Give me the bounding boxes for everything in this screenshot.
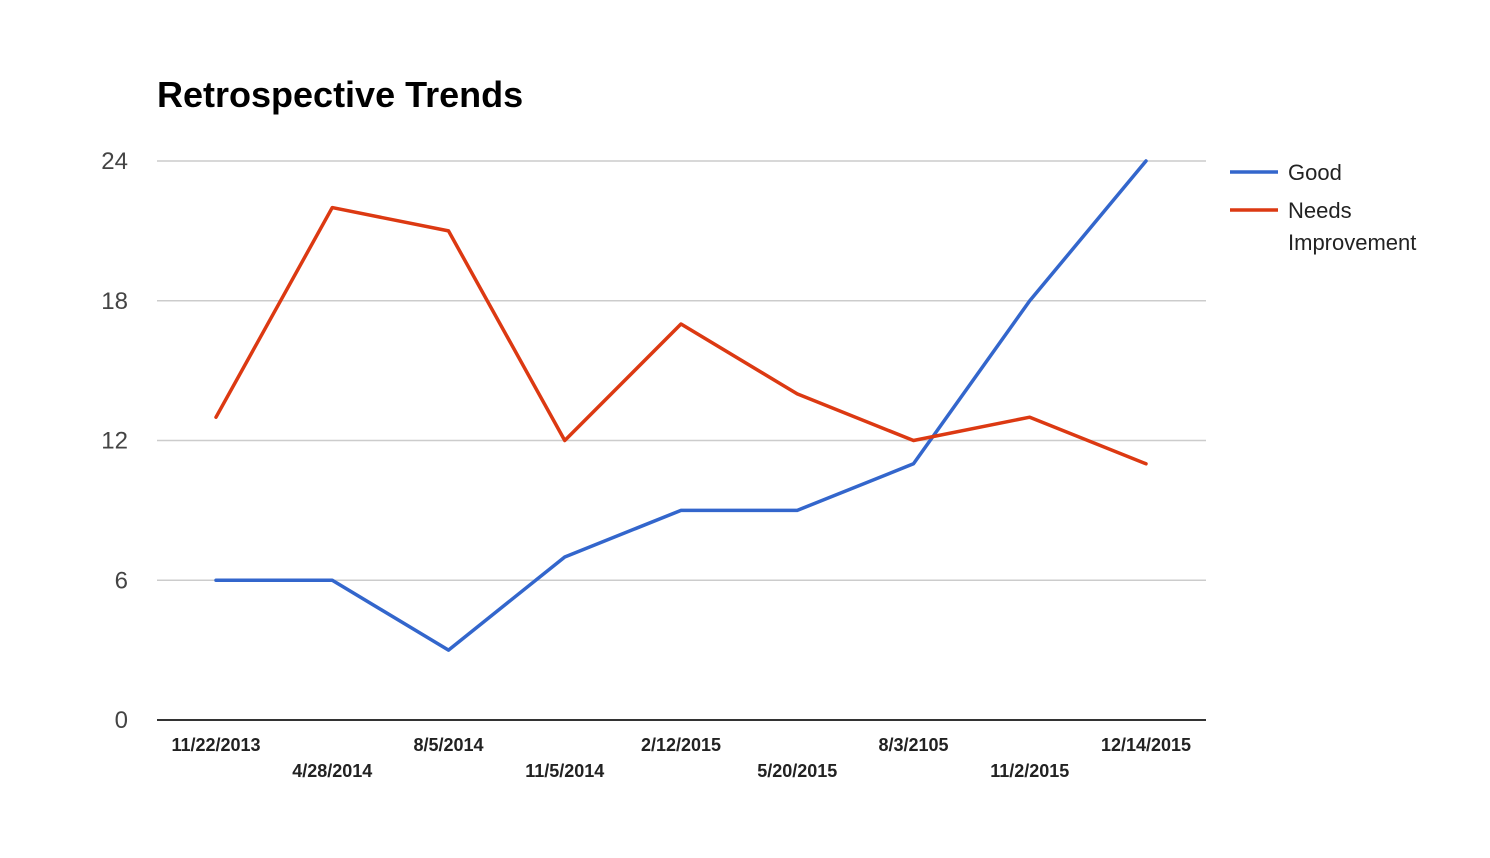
y-tick-label: 24 bbox=[101, 148, 128, 175]
legend-label: Good bbox=[1288, 160, 1342, 185]
series-lines bbox=[214, 159, 1148, 652]
x-tick-label: 2/12/2015 bbox=[641, 735, 721, 755]
x-tick-label: 11/5/2014 bbox=[525, 761, 604, 781]
gridlines bbox=[157, 160, 1206, 721]
x-axis-ticks: 11/22/2013 4/28/2014 8/5/2014 11/5/2014 2/12… bbox=[171, 735, 1191, 781]
legend: Good Needs Improvement bbox=[1230, 160, 1416, 255]
chart-title: Retrospective Trends bbox=[157, 74, 523, 115]
x-tick-label: 12/14/2015 bbox=[1101, 735, 1191, 755]
y-tick-label: 0 bbox=[115, 707, 128, 734]
y-tick-label: 12 bbox=[101, 428, 128, 455]
x-tick-label: 11/22/2013 bbox=[171, 735, 260, 755]
legend-label: Needs Improvement bbox=[1288, 198, 1416, 255]
x-tick-label: 4/28/2014 bbox=[292, 761, 372, 781]
series-line-good bbox=[214, 159, 1148, 652]
x-tick-label: 11/2/2015 bbox=[990, 761, 1069, 781]
x-tick-label: 8/3/2105 bbox=[878, 735, 948, 755]
y-tick-label: 6 bbox=[115, 567, 128, 594]
x-tick-label: 8/5/2014 bbox=[413, 735, 483, 755]
y-tick-label: 18 bbox=[101, 288, 128, 315]
x-tick-label: 5/20/2015 bbox=[757, 761, 837, 781]
y-axis-ticks: 0 6 12 18 24 bbox=[101, 148, 128, 734]
